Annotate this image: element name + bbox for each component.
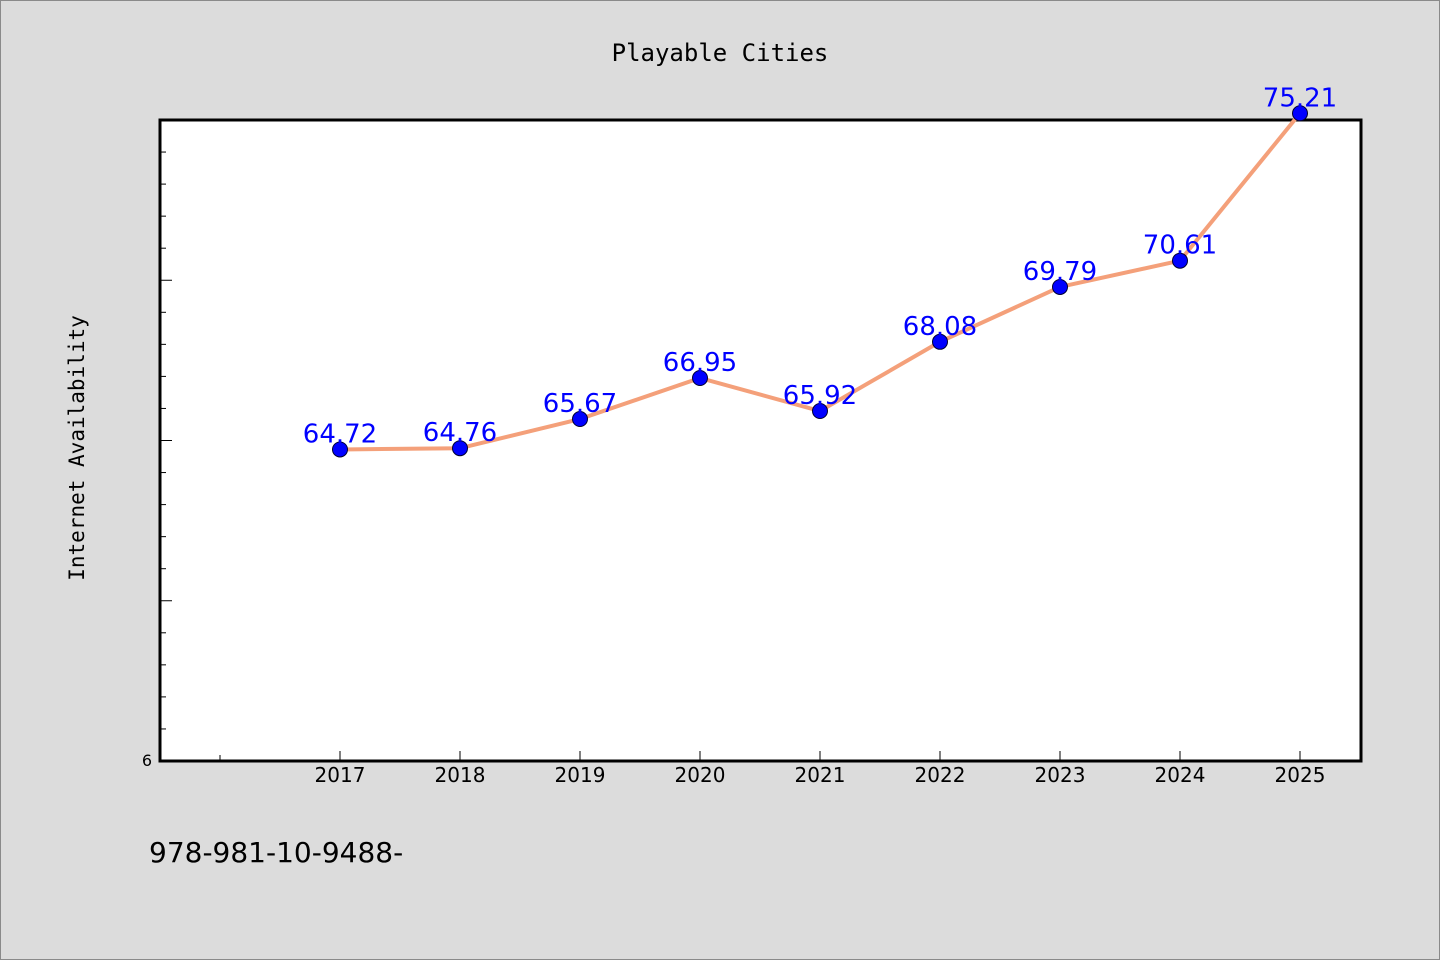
x-tick-label: 2022	[915, 763, 966, 787]
x-tick-label: 2025	[1275, 763, 1326, 787]
plot-area	[158, 118, 1363, 763]
x-tick-label: 2019	[555, 763, 606, 787]
data-label: 75.21	[1263, 83, 1337, 113]
data-markers	[332, 105, 1308, 458]
data-label: 70.61	[1143, 231, 1217, 261]
data-point	[452, 440, 468, 457]
y-axis-label: Internet Availability	[65, 315, 89, 581]
x-tick-label: 2017	[315, 763, 366, 787]
data-label: 65.92	[783, 381, 857, 411]
y-tick-label: 6	[142, 751, 152, 770]
data-label: 64.76	[423, 418, 497, 448]
data-labels: 64.72 64.76 65.67 66.95 65.92 68.08 69.79 70.61…	[303, 83, 1337, 449]
x-tick-label: 2023	[1035, 763, 1086, 787]
data-label: 66.95	[663, 348, 737, 378]
data-point	[932, 333, 948, 350]
data-point	[812, 403, 828, 420]
data-point	[1052, 278, 1068, 295]
x-tick-label: 2020	[675, 763, 726, 787]
x-axis-tick-labels: 2017 2018 2019 2020 2021 2022 2023 2024 2025	[315, 763, 1326, 787]
data-point	[572, 411, 588, 428]
chart-title: Playable Cities	[612, 39, 829, 67]
data-point	[692, 370, 708, 387]
data-point	[1172, 252, 1188, 269]
x-tick-label: 2021	[795, 763, 846, 787]
footer-id-text: 978-981-10-9488-	[149, 836, 403, 869]
x-tick-label: 2024	[1155, 763, 1206, 787]
data-label: 69.79	[1023, 257, 1097, 287]
x-axis-ticks	[219, 751, 1301, 761]
data-label: 65.67	[543, 389, 617, 419]
data-label: 64.72	[303, 419, 377, 449]
data-point	[1292, 105, 1308, 122]
data-point	[332, 441, 348, 458]
y-axis-ticks	[160, 119, 172, 762]
data-label: 68.08	[903, 312, 977, 342]
x-tick-label: 2018	[435, 763, 486, 787]
